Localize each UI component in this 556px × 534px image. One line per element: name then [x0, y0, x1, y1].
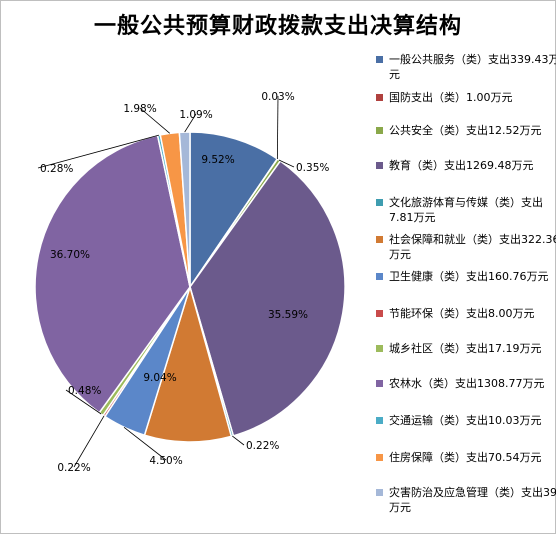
- legend-label: 节能环保（类）支出8.00万元: [389, 307, 535, 320]
- legend-item: 文化旅游体育与传媒（类）支出7.81万元: [375, 195, 556, 225]
- legend-item: 公共安全（类）支出12.52万元: [375, 123, 556, 138]
- legend-item: 住房保障（类）支出70.54万元: [375, 450, 556, 465]
- pie-slice: [178, 131, 191, 288]
- legend-swatch: [376, 310, 383, 317]
- legend-swatch: [376, 162, 383, 169]
- legend-swatch: [376, 489, 383, 496]
- legend-label: 灾害防治及应急管理（类）支出39万元: [389, 486, 556, 514]
- data-label: 1.98%: [123, 103, 156, 115]
- leader-line: [37, 134, 160, 169]
- leader-line: [73, 415, 105, 468]
- legend-swatch: [376, 127, 383, 134]
- data-label: 0.22%: [57, 462, 90, 474]
- pie-slice: [189, 131, 279, 290]
- data-label: 35.59%: [268, 309, 308, 321]
- pie-slice: [143, 284, 233, 443]
- leader-line: [65, 389, 102, 415]
- data-label: 1.09%: [179, 109, 212, 121]
- legend-label: 一般公共服务（类）支出339.43万元: [389, 53, 556, 81]
- data-label: 36.70%: [50, 249, 90, 261]
- legend-item: 社会保障和就业（类）支出322.36万元: [375, 232, 556, 262]
- legend-label: 公共安全（类）支出12.52万元: [389, 124, 542, 137]
- legend-item: 交通运输（类）支出10.03万元: [375, 413, 556, 428]
- legend-item: 农林水（类）支出1308.77万元: [375, 376, 556, 391]
- legend-label: 交通运输（类）支出10.03万元: [389, 414, 542, 427]
- data-label: 9.04%: [143, 372, 176, 384]
- pie-slice: [34, 134, 191, 414]
- data-label: 0.28%: [40, 163, 73, 175]
- data-label: 0.35%: [296, 162, 329, 174]
- legend-swatch: [376, 199, 383, 206]
- legend-label: 文化旅游体育与传媒（类）支出7.81万元: [389, 196, 543, 224]
- legend-label: 国防支出（类）1.00万元: [389, 91, 513, 104]
- legend-label: 卫生健康（类）支出160.76万元: [389, 270, 549, 283]
- data-label: 9.52%: [201, 154, 234, 166]
- legend-swatch: [376, 380, 383, 387]
- legend-item: 城乡社区（类）支出17.19万元: [375, 341, 556, 356]
- pie-slice: [189, 159, 346, 437]
- leader-line: [139, 107, 171, 134]
- leader-line: [278, 159, 295, 168]
- legend-swatch: [376, 236, 383, 243]
- data-label: 0.22%: [246, 440, 279, 452]
- leader-line: [232, 435, 245, 446]
- legend-swatch: [376, 454, 383, 461]
- legend-swatch: [376, 273, 383, 280]
- data-label: 4.50%: [149, 455, 182, 467]
- legend-label: 城乡社区（类）支出17.19万元: [389, 342, 542, 355]
- legend-swatch: [376, 417, 383, 424]
- legend-label: 社会保障和就业（类）支出322.36万元: [389, 233, 556, 261]
- legend-swatch: [376, 94, 383, 101]
- legend-swatch: [376, 56, 383, 63]
- legend-label: 住房保障（类）支出70.54万元: [389, 451, 542, 464]
- legend-item: 节能环保（类）支出8.00万元: [375, 306, 556, 321]
- leader-line: [276, 95, 279, 159]
- leader-line: [123, 426, 167, 461]
- leader-line: [184, 113, 197, 133]
- legend-item: 灾害防治及应急管理（类）支出39万元: [375, 485, 556, 515]
- legend-label: 农林水（类）支出1308.77万元: [389, 377, 545, 390]
- legend-item: 一般公共服务（类）支出339.43万元: [375, 52, 556, 82]
- data-label: 0.03%: [261, 91, 294, 103]
- legend-item: 教育（类）支出1269.48万元: [375, 158, 556, 173]
- chart-title: 一般公共预算财政拨款支出决算结构: [93, 13, 462, 39]
- legend-label: 教育（类）支出1269.48万元: [389, 159, 534, 172]
- data-label: 0.48%: [68, 385, 101, 397]
- legend-item: 卫生健康（类）支出160.76万元: [375, 269, 556, 284]
- legend-item: 国防支出（类）1.00万元: [375, 90, 556, 105]
- legend-swatch: [376, 345, 383, 352]
